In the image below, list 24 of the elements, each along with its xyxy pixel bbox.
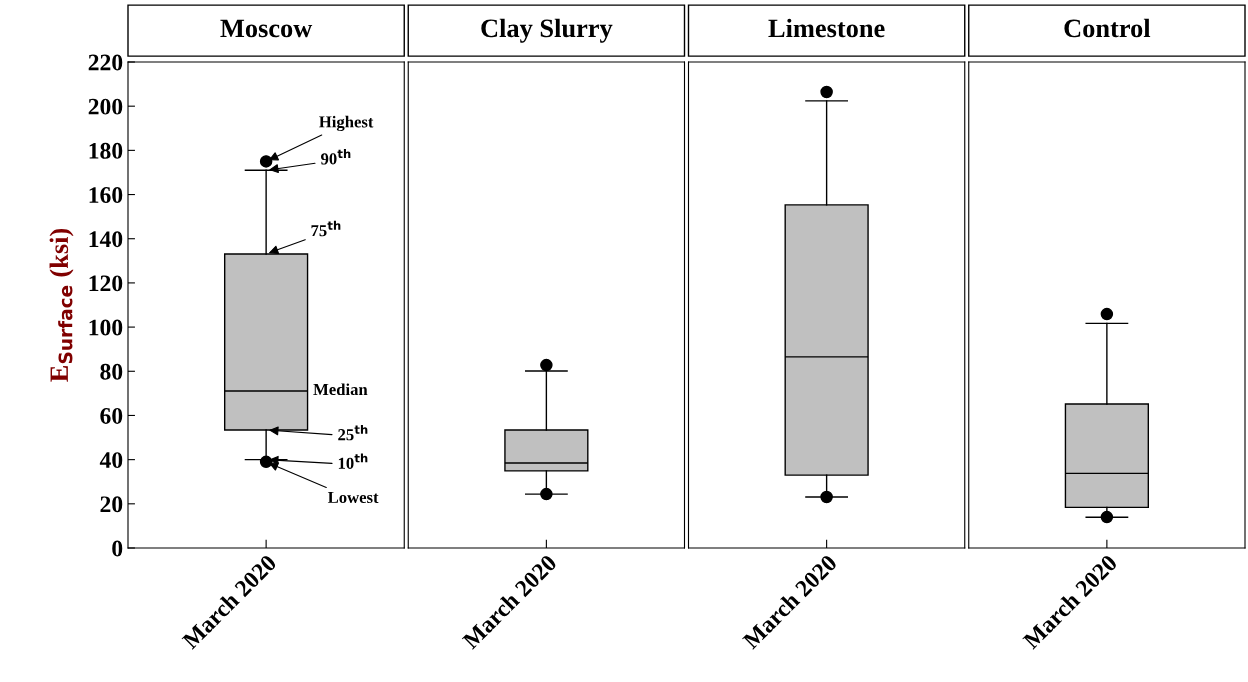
y-tick-label: 80	[100, 363, 123, 380]
annotation: 90$^{th}$	[321, 149, 351, 165]
y-tick-label: 100	[89, 319, 123, 336]
annotation: Lowest	[327, 491, 379, 504]
annotation: Highest	[319, 115, 374, 132]
chart-title: Limestone	[768, 18, 885, 38]
y-tick-label: 200	[88, 98, 123, 115]
y-tick-label: 60	[100, 407, 123, 424]
annotation: 75$^{th}$	[311, 220, 341, 237]
y-tick-label: 220	[88, 54, 123, 71]
y-tick-label: 40	[99, 452, 123, 469]
annotation: Median	[313, 383, 368, 396]
chart-title: Clay Slurry	[481, 18, 613, 43]
y-tick-label: 120	[89, 275, 123, 292]
y-tick-label: 180	[89, 142, 123, 159]
annotation: 10$^{th}$	[338, 453, 368, 469]
chart-title: Moscow	[220, 19, 313, 38]
y-tick-label: 140	[89, 231, 123, 248]
y-tick-label: 20	[100, 496, 123, 513]
y-tick-label: 160	[89, 187, 123, 203]
y-axis-title: E$_{Surface}$ (ksi)	[49, 228, 74, 382]
annotation: 25$^{th}$	[338, 424, 368, 441]
chart-title: Control	[1064, 18, 1151, 38]
y-tick-label: 0	[112, 540, 123, 557]
